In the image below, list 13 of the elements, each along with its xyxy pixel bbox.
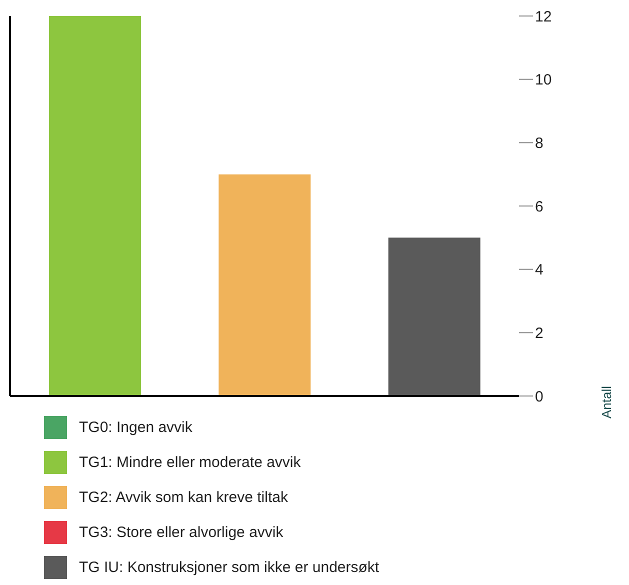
legend-label: TG1: Mindre eller moderate avvik [79, 454, 301, 471]
y-tick-label: 10 [535, 72, 552, 89]
legend-label: TG2: Avvik som kan kreve tiltak [79, 489, 288, 506]
legend-label: TG3: Store eller alvorlige avvik [79, 524, 284, 541]
legend-label: TG IU: Konstruksjoner som ikke er undersøkt [79, 559, 380, 576]
y-tick-label: 4 [535, 262, 544, 279]
y-axis-title: Antall [599, 386, 614, 419]
y-tick-label: 0 [535, 388, 544, 406]
y-tick-label: 6 [535, 198, 544, 216]
legend-label: TG0: Ingen avvik [79, 419, 192, 436]
y-tick-label: 8 [535, 134, 544, 152]
y-tick-label: 2 [535, 324, 544, 342]
y-tick-label: 12 [535, 8, 552, 26]
